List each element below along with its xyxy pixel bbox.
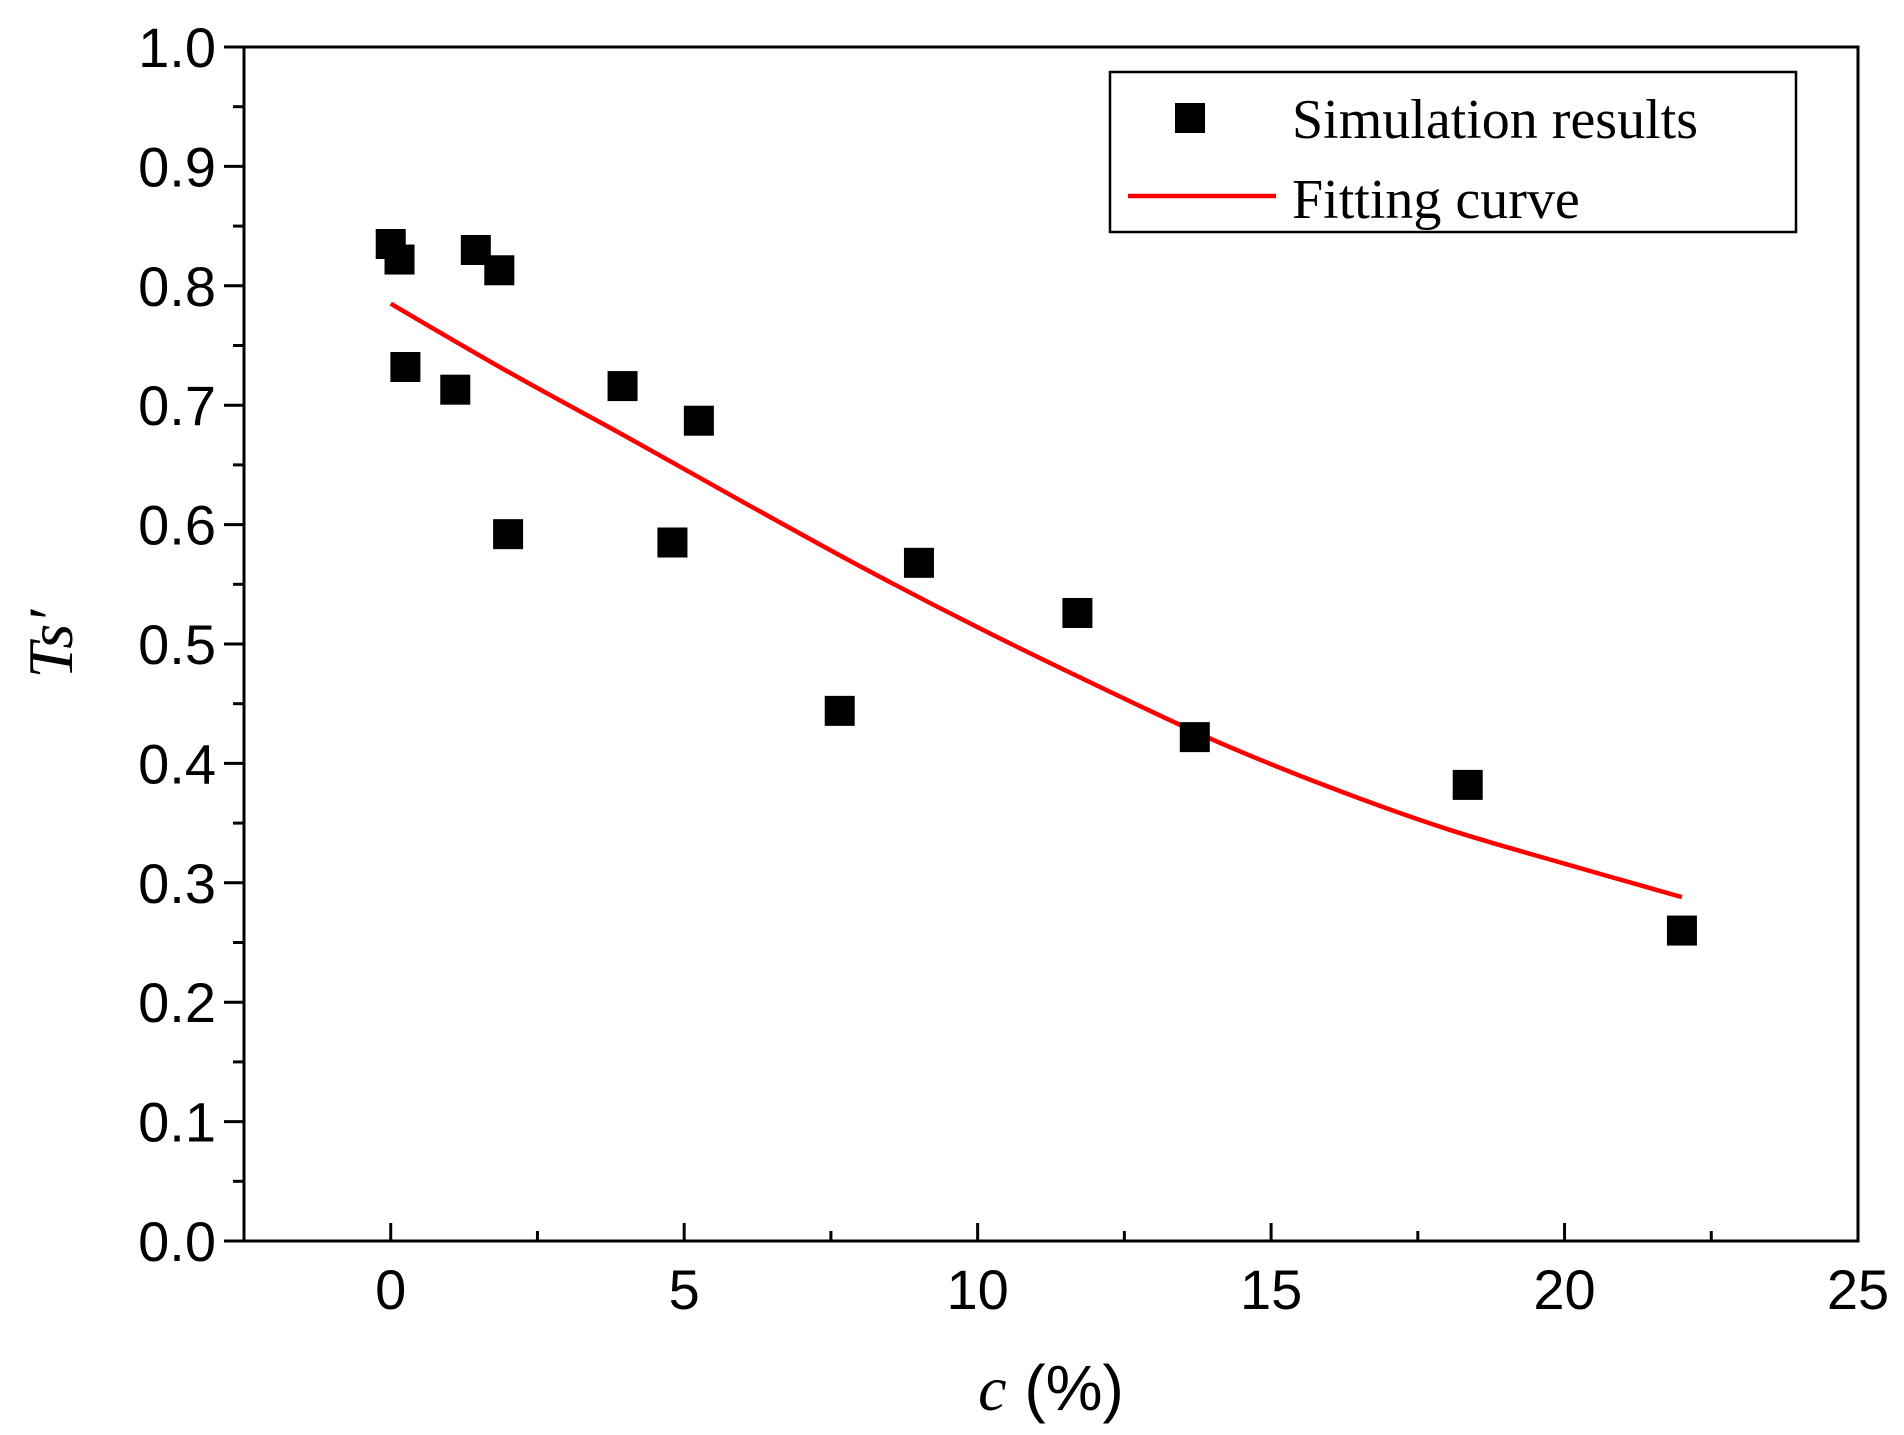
data-point — [607, 371, 638, 402]
x-tick-label: 0 — [375, 1258, 406, 1321]
y-tick-label: 0.8 — [138, 255, 216, 318]
legend-label-fitting: Fitting curve — [1292, 169, 1580, 231]
axis-labels-group: c (%) Ts′ — [15, 609, 1124, 1424]
x-tick-label: 10 — [946, 1258, 1008, 1321]
data-point — [1062, 597, 1093, 628]
data-point — [493, 519, 524, 550]
y-tick-label: 0.5 — [138, 613, 216, 676]
data-point — [903, 547, 934, 578]
ticks-group: 0 5 10 15 20 25 0.0 0.1 0.2 0.3 0.4 0.5 0.6 0.7 0.8 0.9… — [138, 16, 1889, 1321]
y-tick-label: 0.2 — [138, 971, 216, 1034]
legend-label-simulation: Simulation results — [1292, 89, 1698, 151]
legend-box — [1108, 70, 1798, 234]
data-point — [1179, 722, 1210, 753]
y-tick-label: 0.7 — [138, 374, 216, 437]
data-point — [1666, 915, 1697, 946]
data-point — [1452, 769, 1483, 800]
y-tick-label: 0.9 — [138, 135, 216, 198]
data-point — [657, 527, 688, 558]
x-axis-label-variable: c — [978, 1353, 1006, 1424]
data-point — [440, 374, 471, 405]
legend: Simulation results Fitting curve — [1108, 70, 1798, 234]
fitting-curve-group — [389, 301, 1683, 900]
y-tick-label: 0.3 — [138, 852, 216, 915]
y-tick-label: 0.1 — [138, 1091, 216, 1154]
x-axis-label: c (%) — [978, 1352, 1124, 1424]
data-point — [390, 351, 421, 382]
legend-marker-square — [1175, 103, 1205, 133]
x-axis-label-unit: (%) — [1007, 1352, 1124, 1424]
y-tick-label: 1.0 — [138, 16, 216, 79]
data-point — [484, 255, 515, 286]
x-tick-label: 20 — [1533, 1258, 1595, 1321]
y-axis-label: Ts′ — [15, 609, 86, 679]
data-point — [384, 244, 415, 275]
x-tick-label: 25 — [1827, 1258, 1889, 1321]
data-point — [683, 405, 714, 436]
x-tick-label: 5 — [669, 1258, 700, 1321]
y-tick-label: 0.0 — [138, 1210, 216, 1273]
data-point — [824, 695, 855, 726]
points-group — [375, 229, 1697, 946]
fitting-curve-line — [389, 301, 1683, 900]
y-tick-label: 0.6 — [138, 494, 216, 557]
x-tick-label: 15 — [1240, 1258, 1302, 1321]
y-tick-label: 0.4 — [138, 732, 216, 795]
